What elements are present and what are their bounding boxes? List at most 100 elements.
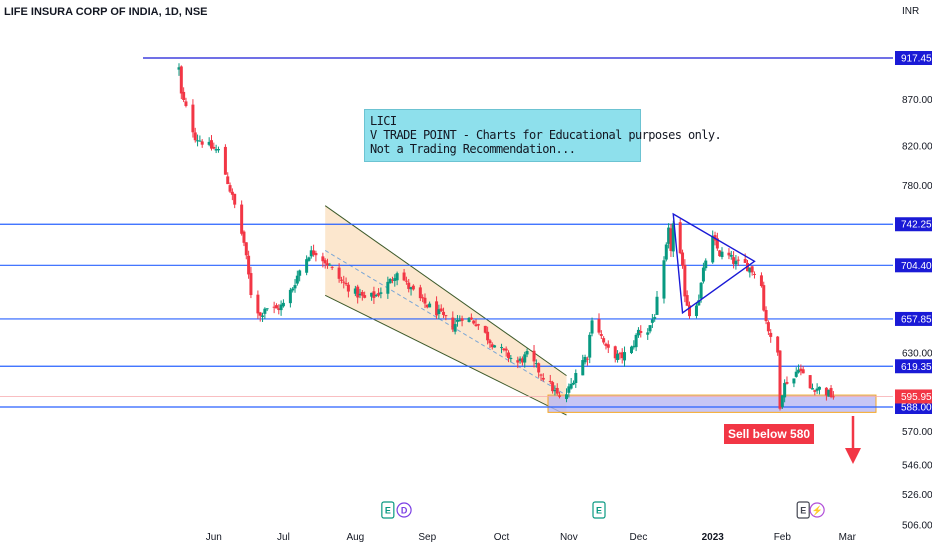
candle-body (585, 358, 589, 360)
candle-body (212, 146, 216, 149)
candle (694, 302, 698, 319)
level-tag-label: 588.00 (901, 403, 932, 414)
candle (685, 290, 689, 307)
candle-body (247, 255, 251, 275)
candle (778, 350, 782, 411)
candle (697, 294, 701, 306)
candle-body (439, 308, 443, 312)
level-tag (895, 217, 932, 232)
candle-body (326, 263, 330, 266)
candle-body (581, 360, 585, 376)
candle-body (244, 242, 248, 256)
candle-body (748, 267, 752, 273)
candle-body (539, 374, 543, 376)
event-marker[interactable]: ⚡ (809, 502, 825, 518)
candle-body (476, 324, 480, 326)
candle (458, 315, 462, 322)
candle-body (274, 305, 278, 309)
candle (249, 266, 253, 299)
event-marker[interactable]: E (381, 501, 395, 519)
candle-body (606, 344, 610, 348)
candle-body (555, 387, 559, 394)
candle-body (293, 285, 297, 289)
candle (718, 249, 722, 257)
candle (309, 245, 313, 259)
candle-body (307, 257, 311, 261)
candle-body (567, 386, 571, 393)
candle (766, 320, 770, 336)
candle (295, 270, 299, 286)
candle-body (662, 260, 666, 299)
candle-body (500, 347, 504, 349)
candle (567, 383, 571, 398)
candle (534, 359, 538, 368)
candle-body (752, 273, 756, 275)
candle-body (353, 288, 357, 294)
candle-body (729, 254, 733, 257)
candle (293, 279, 297, 293)
candle-body (177, 67, 181, 70)
candle (720, 247, 724, 260)
candle-body (409, 287, 413, 290)
candle-body (701, 267, 705, 282)
candle-body (256, 294, 260, 314)
candle (435, 296, 439, 320)
candle (198, 135, 202, 142)
candle-body (815, 388, 819, 391)
candle-body (261, 315, 265, 317)
candle (493, 344, 497, 348)
event-marker[interactable]: E (796, 501, 810, 519)
event-badge (796, 501, 810, 519)
x-tick-label: Sep (418, 532, 436, 543)
candle (701, 262, 705, 284)
candle-body (179, 66, 183, 94)
candle-body (370, 292, 374, 297)
candle-body (636, 329, 640, 336)
candle (404, 276, 408, 285)
candle-body (193, 132, 197, 141)
candle (620, 348, 624, 364)
candle-body (743, 259, 747, 263)
candle (678, 218, 682, 255)
candle (590, 317, 594, 337)
candle-body (525, 351, 529, 355)
channel-fill (325, 205, 567, 416)
candle (632, 340, 636, 350)
event-marker[interactable]: D (396, 502, 412, 518)
level-tag (895, 400, 932, 414)
candle (323, 258, 327, 269)
candle (288, 287, 292, 308)
candle (585, 356, 589, 366)
candle (783, 379, 787, 403)
candle-body (312, 250, 316, 255)
candle-body (242, 231, 246, 243)
candle (307, 256, 311, 262)
candle-body (518, 358, 522, 361)
candle (353, 285, 357, 297)
sell-below-label: Sell below 580 (724, 424, 815, 444)
candle-body (736, 259, 740, 261)
candle (815, 383, 819, 394)
candle-body (214, 149, 218, 151)
event-marker[interactable]: E (592, 501, 606, 519)
candle-body (435, 301, 439, 316)
candle (342, 275, 346, 289)
candle-body (374, 295, 378, 297)
candle-body (718, 250, 722, 257)
candle (469, 313, 473, 320)
candle (537, 362, 541, 378)
candle (305, 255, 309, 276)
level-tag-label: 619.35 (901, 362, 932, 373)
candle (683, 259, 687, 303)
candle-body (667, 227, 671, 244)
candle (258, 311, 262, 322)
x-tick-label: Mar (839, 532, 857, 543)
candle (363, 291, 367, 299)
candle (488, 338, 492, 349)
event-badge (396, 502, 412, 518)
x-tick-label: Jul (277, 532, 290, 543)
candle-body (694, 305, 698, 317)
event-letter: E (800, 506, 806, 516)
candle (653, 314, 657, 322)
